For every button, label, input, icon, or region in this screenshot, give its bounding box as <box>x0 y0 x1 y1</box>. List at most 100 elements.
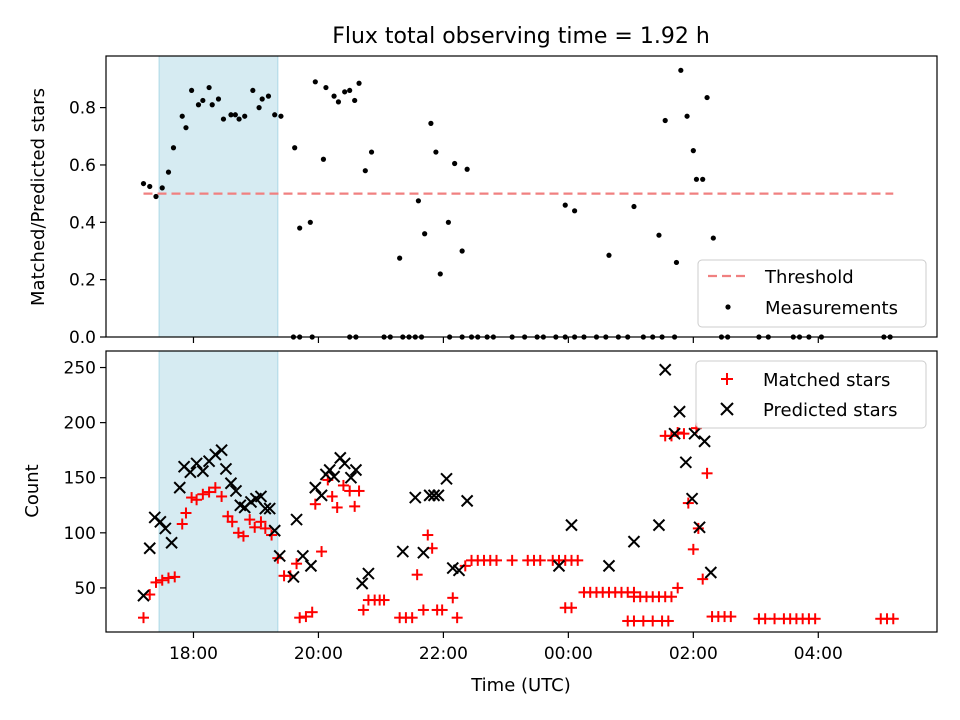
bottom-highlight-span <box>158 350 279 633</box>
x-axis-label: Time (UTC) <box>470 675 571 696</box>
matched-star-point <box>378 594 390 606</box>
chart-title: Flux total observing time = 1.92 h <box>332 24 710 49</box>
measurement-point <box>297 225 303 231</box>
measurement-point <box>464 166 470 172</box>
measurement-point <box>690 148 696 154</box>
predicted-star-point <box>268 524 281 537</box>
matched-star-point <box>637 615 649 627</box>
matched-star-point <box>259 522 271 534</box>
matched-star-point <box>357 604 369 616</box>
x-tick-label: 20:00 <box>294 644 343 664</box>
predicted-star-point <box>137 589 150 602</box>
measurement-point <box>356 80 362 86</box>
matched-star-point <box>209 482 221 494</box>
matched-star-point <box>678 428 690 440</box>
measurement-point <box>347 87 353 94</box>
predicted-star-point <box>440 472 453 486</box>
predicted-star-point <box>452 564 466 577</box>
measurement-point <box>206 84 212 91</box>
predicted-star-point <box>173 481 186 494</box>
matched-star-point <box>176 518 188 530</box>
measurement-point <box>265 93 272 99</box>
measurement-point <box>215 96 222 102</box>
matched-star-point <box>887 613 899 625</box>
predicted-star-point <box>602 559 616 573</box>
measurement-point <box>710 235 716 241</box>
matched-star-point <box>534 554 546 566</box>
measurement-point <box>562 202 568 208</box>
matched-star-point <box>344 485 356 497</box>
matched-star-point <box>572 554 584 566</box>
measurement-point <box>693 176 700 182</box>
predicted-star-point <box>143 542 156 555</box>
matched-star-point <box>197 488 209 500</box>
predicted-star-point <box>417 546 430 559</box>
matched-star-point <box>687 543 699 555</box>
legend-measurements-swatch <box>725 304 731 310</box>
measurement-point <box>362 168 368 174</box>
matched-star-point <box>216 490 228 502</box>
predicted-star-point <box>273 549 286 563</box>
matched-star-point <box>326 490 338 502</box>
measurement-point <box>228 112 234 118</box>
predicted-star-point <box>159 522 172 535</box>
matched-star-point <box>672 582 684 594</box>
matched-star-point <box>628 615 640 627</box>
matched-star-point <box>337 479 349 491</box>
top-highlight-span <box>158 55 279 338</box>
measurement-point <box>662 117 668 124</box>
bottom-y-tick-label: 250 <box>64 359 96 379</box>
matched-star-point <box>506 554 518 566</box>
matched-star-point <box>244 514 256 526</box>
matched-star-point <box>353 485 365 497</box>
matched-star-point <box>491 554 503 566</box>
measurement-point <box>195 102 202 108</box>
matched-star-point <box>422 529 434 541</box>
matched-star-point <box>809 613 821 625</box>
predicted-star-point <box>296 549 310 563</box>
predicted-star-point <box>673 405 686 418</box>
bottom-y-axis-label: Count <box>22 464 43 517</box>
matched-star-point <box>162 572 174 584</box>
matched-star-point <box>769 613 781 625</box>
measurement-point <box>209 102 215 108</box>
matched-star-point <box>647 615 659 627</box>
matched-star-point <box>316 546 328 558</box>
bottom-legend: Matched stars Predicted stars <box>695 360 927 429</box>
matched-star-point <box>249 521 261 533</box>
matched-star-point <box>144 589 156 601</box>
measurement-point <box>232 112 238 118</box>
predicted-star-point <box>432 489 445 502</box>
predicted-star-point <box>344 471 358 484</box>
predicted-star-point <box>652 518 666 532</box>
x-tick-label: 18:00 <box>169 644 218 664</box>
measurement-point <box>459 248 465 254</box>
predicted-star-point <box>460 494 474 508</box>
predicted-star-point <box>409 491 422 504</box>
predicted-star-point <box>327 470 341 483</box>
predicted-star-point <box>668 427 681 440</box>
predicted-star-point <box>165 536 178 549</box>
predicted-star-point <box>184 466 197 479</box>
matched-star-point <box>331 501 343 513</box>
matched-star-point <box>349 500 361 512</box>
predicted-star-point <box>427 489 441 502</box>
predicted-star-point <box>552 559 566 573</box>
measurement-point <box>259 96 265 102</box>
predicted-star-point <box>154 515 167 529</box>
measurement-point <box>678 67 684 73</box>
top-y-tick-label: 0.8 <box>69 99 96 119</box>
x-tick-label: 22:00 <box>419 644 468 664</box>
measurement-point <box>437 271 443 277</box>
bottom-panel: 50 100 150 200 250 18:00 20:00 22:00 00:00 02:00… <box>22 350 938 696</box>
measurement-point <box>179 113 185 119</box>
predicted-star-point <box>215 443 228 457</box>
predicted-star-point <box>396 545 409 558</box>
measurement-point <box>704 94 710 101</box>
predicted-star-point <box>254 490 268 503</box>
bottom-x-axis: 18:00 20:00 22:00 00:00 02:00 04:00 <box>169 632 843 664</box>
measurement-point <box>331 93 337 99</box>
measurement-point <box>428 120 434 126</box>
bottom-points <box>137 363 899 627</box>
